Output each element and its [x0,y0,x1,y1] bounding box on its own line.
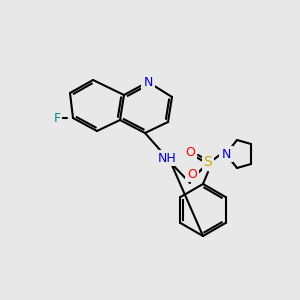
Text: N: N [221,148,231,160]
Text: S: S [204,155,212,169]
Text: F: F [53,112,61,124]
Text: O: O [187,167,197,181]
Text: NH: NH [158,152,176,164]
Text: O: O [185,146,195,158]
Text: N: N [143,76,153,88]
